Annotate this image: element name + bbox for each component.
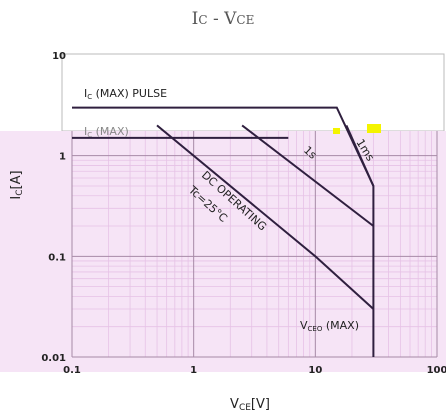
- plot-area: [0, 131, 446, 372]
- title-separator: -: [208, 9, 225, 29]
- label-vceo-max: VCEO (MAX): [300, 319, 359, 333]
- label-ic-max-pulse: IC (MAX) PULSE: [84, 87, 167, 101]
- curves: [72, 106, 375, 357]
- title-sub2: CE: [236, 13, 254, 27]
- y-tick-labels: 0.01 0.1 1 10: [41, 51, 66, 364]
- y-tick-label: 0.1: [48, 252, 66, 263]
- y-tick-label: 0.01: [41, 353, 66, 364]
- minor-grid: [72, 131, 437, 357]
- series-1ms: [345, 124, 375, 187]
- x-tick-label: 1: [190, 365, 197, 376]
- series-dc-operating: [156, 124, 375, 310]
- upper-plot-area: [61, 53, 445, 132]
- chart-title: IC - VCE: [192, 9, 255, 29]
- highlight-marks: [333, 124, 381, 134]
- title-main: I: [192, 9, 199, 29]
- highlight-mark: [333, 128, 340, 134]
- x-axis-label: VCE[V]: [230, 397, 270, 413]
- label-ic-max: IC (MAX): [84, 125, 129, 139]
- x-tick-label: 100: [427, 365, 446, 376]
- x-tick-label: 0.1: [63, 365, 81, 376]
- series-1s: [241, 124, 375, 227]
- y-axis-label: IC[A]: [9, 170, 25, 199]
- y-tick-label: 10: [52, 51, 66, 62]
- x-tick-label: 10: [308, 365, 322, 376]
- y-tick-label: 1: [59, 152, 66, 163]
- title-main2: V: [223, 9, 237, 29]
- title-sub: C: [198, 13, 207, 27]
- highlight-mark: [367, 124, 381, 133]
- x-tick-labels: 0.1 1 10 100: [63, 365, 446, 376]
